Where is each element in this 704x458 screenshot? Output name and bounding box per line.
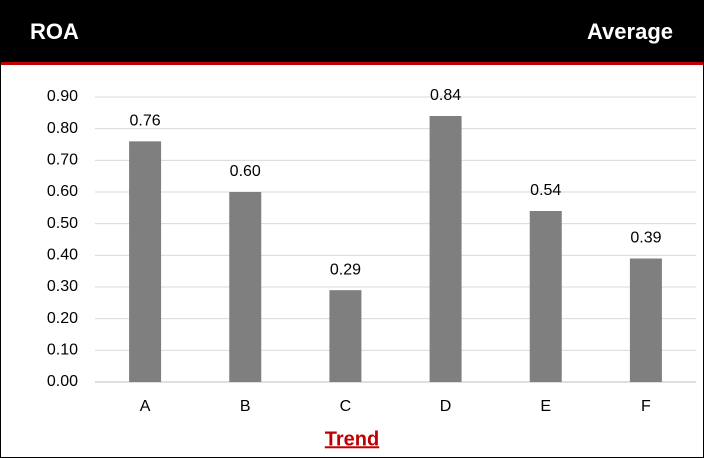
bar [129,141,162,382]
data-label: 0.29 [330,261,361,278]
bar [229,192,262,382]
y-tick-label: 0.50 [47,215,78,232]
x-tick-label: C [340,398,352,415]
bar [629,258,662,382]
x-tick-label: A [140,398,151,415]
data-label: 0.60 [230,163,261,180]
chart-title: ROA [30,19,79,44]
y-tick-label: 0.30 [47,278,78,295]
header-band [0,0,704,64]
data-label: 0.54 [530,182,561,199]
chart-subtitle: Average [587,19,673,44]
y-tick-label: 0.60 [47,183,78,200]
bar [529,211,562,382]
data-label: 0.76 [130,113,161,130]
bar [429,116,462,382]
bar [329,290,362,382]
data-label: 0.39 [630,230,661,247]
y-tick-label: 0.40 [47,247,78,264]
header-rule [0,62,704,65]
y-tick-label: 0.90 [47,88,78,105]
y-tick-label: 0.70 [47,152,78,169]
x-tick-label: F [641,398,651,415]
x-tick-label: D [440,398,452,415]
y-tick-label: 0.20 [47,310,78,327]
y-tick-label: 0.10 [47,342,78,359]
y-tick-label: 0.00 [47,373,78,390]
data-label: 0.84 [430,87,461,104]
y-tick-label: 0.80 [47,120,78,137]
x-tick-label: B [240,398,251,415]
x-tick-label: E [540,398,551,415]
x-axis-label: Trend [325,428,379,450]
